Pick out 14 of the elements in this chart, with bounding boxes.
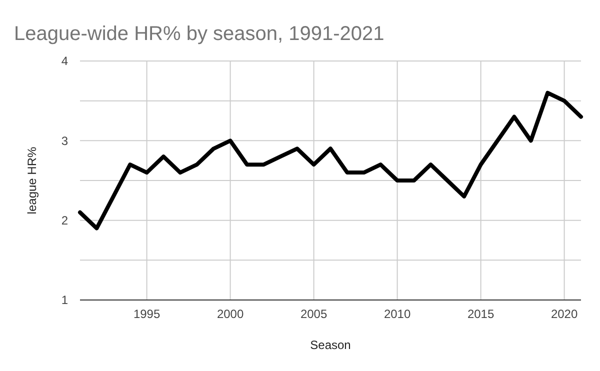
x-axis-title: Season <box>310 338 351 352</box>
y-tick-label: 4 <box>61 54 68 68</box>
x-tick-label: 2010 <box>384 307 411 321</box>
y-axis-title: league HR% <box>25 146 39 214</box>
y-tick-label: 2 <box>61 214 68 228</box>
x-tick-label: 2020 <box>550 307 578 321</box>
x-tick-label: 1995 <box>133 307 160 321</box>
y-tick-label: 1 <box>61 293 68 308</box>
line-series <box>78 90 583 230</box>
x-tick-label: 2005 <box>300 307 328 321</box>
y-tick-label: 3 <box>61 134 68 148</box>
x-tick-label: 2000 <box>216 307 244 321</box>
x-tick-label: 2015 <box>467 307 494 321</box>
chart-title: League-wide HR% by season, 1991-2021 <box>14 23 384 45</box>
